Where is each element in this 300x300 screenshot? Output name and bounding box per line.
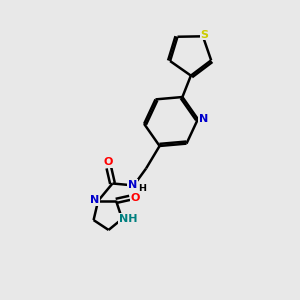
- Text: NH: NH: [119, 214, 137, 224]
- Text: O: O: [130, 193, 140, 203]
- Text: N: N: [199, 114, 208, 124]
- Text: N: N: [128, 180, 137, 190]
- Text: H: H: [139, 184, 146, 193]
- Text: S: S: [200, 30, 208, 40]
- Text: N: N: [90, 195, 99, 205]
- Text: O: O: [103, 158, 113, 167]
